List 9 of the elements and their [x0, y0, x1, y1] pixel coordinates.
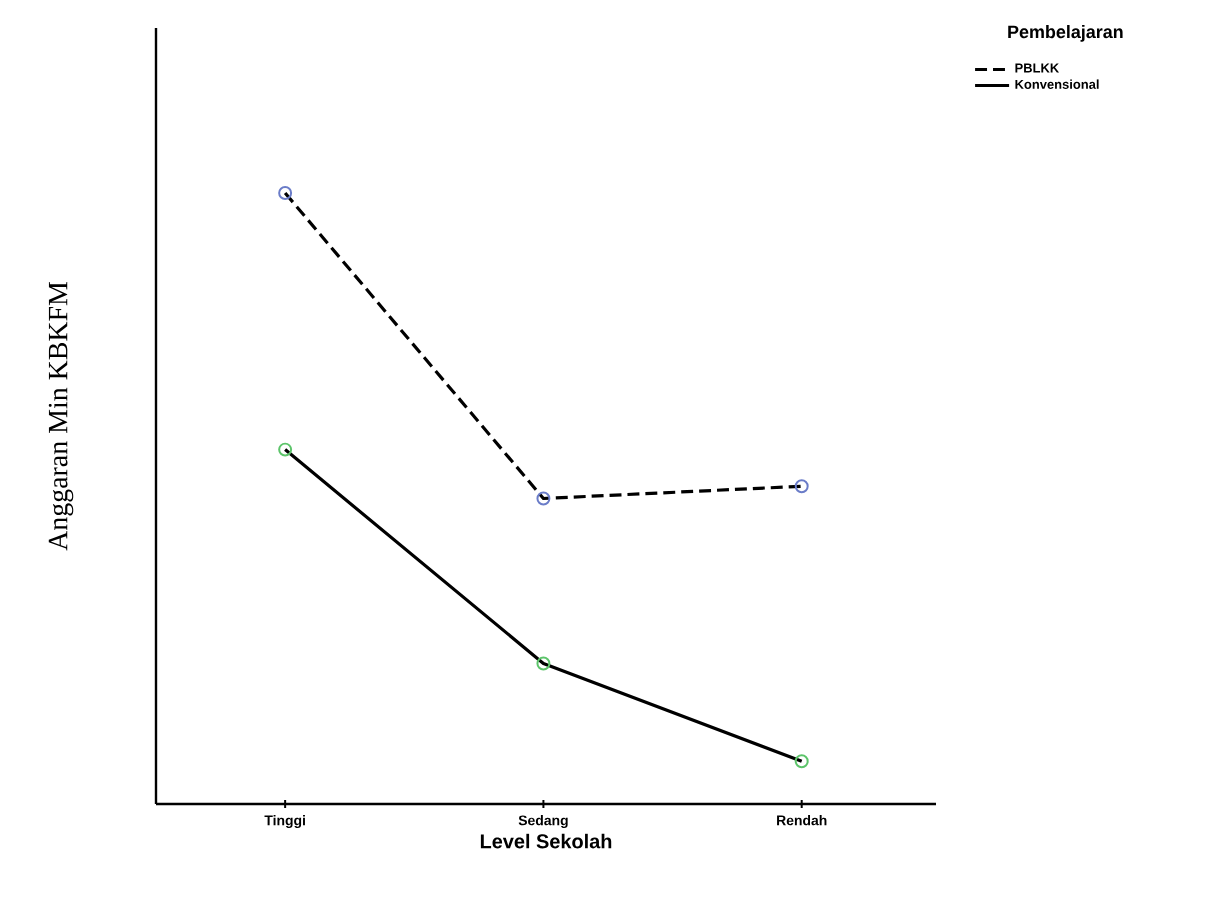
point — [536, 656, 551, 671]
legend-title: Pembelajaran — [1008, 25, 1123, 42]
x-axis-title: Level Sekolah — [480, 833, 612, 849]
point — [794, 754, 809, 769]
point — [278, 442, 293, 457]
point — [536, 491, 551, 506]
y-axis-title: Anggaran Min KBKFM — [48, 281, 74, 551]
point — [278, 185, 293, 200]
point — [794, 479, 809, 494]
